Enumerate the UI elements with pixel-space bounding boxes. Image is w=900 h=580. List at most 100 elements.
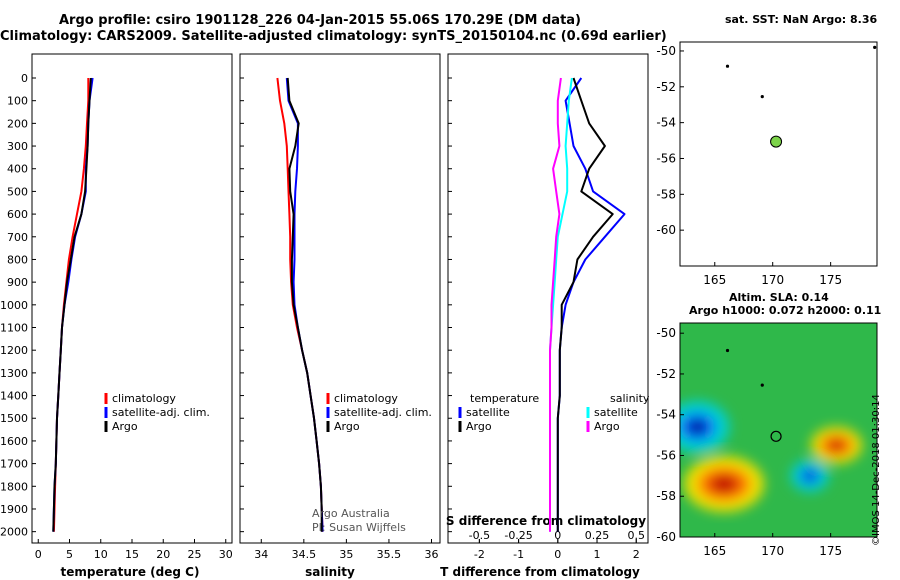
depth-tick-label: 1700 bbox=[0, 458, 28, 471]
legend-temperature-label: satellite-adj. clim. bbox=[112, 406, 210, 419]
series-line-climatology bbox=[276, 77, 324, 532]
sla-map-xtick-label: 170 bbox=[761, 544, 784, 558]
depth-tick-label: 200 bbox=[7, 117, 28, 130]
sst-map-xtick-label: 170 bbox=[761, 273, 784, 287]
depth-tick-label: 100 bbox=[7, 95, 28, 108]
depth-tick-label: 1000 bbox=[0, 299, 28, 312]
sla-positive-anomaly-core bbox=[710, 475, 739, 494]
legend-salinity-label: satellite-adj. clim. bbox=[334, 406, 432, 419]
legend-salinity-label: Argo bbox=[334, 420, 360, 433]
sla-map-ytick-label: -56 bbox=[656, 448, 676, 462]
depth-tick-label: 1600 bbox=[0, 435, 28, 448]
sla-map-frame bbox=[679, 322, 878, 538]
series-line-climatology bbox=[52, 78, 90, 532]
depth-tick-label: 800 bbox=[7, 253, 28, 266]
temperature-axis-tick-label: 15 bbox=[125, 548, 139, 561]
s-diff-axis-tick-label: 0 bbox=[554, 529, 561, 542]
sla-map-xtick-label: 175 bbox=[819, 544, 842, 558]
sla-map-title: Altim. SLA: 0.14 bbox=[729, 291, 829, 304]
depth-tick-label: 2000 bbox=[0, 526, 28, 539]
s-diff-axis-tick-label: 0.25 bbox=[585, 529, 610, 542]
depth-tick-label: 400 bbox=[7, 163, 28, 176]
sst-map-ytick-label: -52 bbox=[656, 80, 676, 94]
legend-diff-salinity-label: satellite bbox=[594, 406, 638, 419]
sst-map-ytick-label: -50 bbox=[656, 44, 676, 58]
sst-map-frame bbox=[679, 41, 878, 267]
legend-diff-temperature-label: satellite bbox=[466, 406, 510, 419]
legend-temperature-label: Argo bbox=[112, 420, 138, 433]
sla-map-ytick-label: -58 bbox=[656, 489, 676, 503]
s-diff-axis-tick-label: -0.5 bbox=[469, 529, 490, 542]
sst-map-ytick-label: -56 bbox=[656, 151, 676, 165]
t-diff-axis-tick-label: 1 bbox=[594, 548, 601, 561]
sla-map-ytick-label: -54 bbox=[656, 408, 676, 422]
temperature-axis-title: temperature (deg C) bbox=[61, 565, 200, 579]
salinity-axis-tick-label: 36 bbox=[424, 548, 438, 561]
series-line-argo bbox=[286, 77, 323, 532]
depth-tick-label: 1400 bbox=[0, 390, 28, 403]
legend-salinity-label: climatology bbox=[334, 392, 398, 405]
depth-tick-label: 1300 bbox=[0, 367, 28, 380]
t-diff-axis-tick-label: 0 bbox=[554, 548, 561, 561]
depth-tick-label: 900 bbox=[7, 276, 28, 289]
series-line-temperature-argo bbox=[556, 77, 614, 532]
t-diff-axis-tick-label: 2 bbox=[633, 548, 640, 561]
sla-negative-anomaly-core bbox=[688, 419, 707, 434]
sla-map-previous-position bbox=[725, 348, 730, 353]
depth-tick-label: 1500 bbox=[0, 412, 28, 425]
depth-tick-label: 700 bbox=[7, 231, 28, 244]
sst-map-previous-position bbox=[873, 45, 877, 49]
imos-timestamp: ©IMOS 14-Dec-2018 01:30:14 bbox=[871, 394, 882, 546]
sla-map-xtick-label: 165 bbox=[703, 544, 726, 558]
legend-diff-salinity-heading: salinity bbox=[610, 392, 650, 405]
temperature-axis-tick-label: 30 bbox=[219, 548, 233, 561]
sla-negative-anomaly-core bbox=[805, 472, 815, 480]
sla-map-previous-position bbox=[760, 383, 764, 387]
sst-map-ytick-label: -54 bbox=[656, 116, 676, 130]
depth-tick-label: 600 bbox=[7, 208, 28, 221]
series-line-salinity-argo bbox=[549, 77, 562, 532]
credit-pi: PI: Susan Wijffels bbox=[312, 521, 406, 534]
salinity-axis-title: salinity bbox=[305, 565, 355, 579]
temperature-axis-tick-label: 20 bbox=[156, 548, 170, 561]
temperature-axis-tick-label: 5 bbox=[66, 548, 73, 561]
depth-tick-label: 0 bbox=[21, 72, 28, 85]
temperature-axis-tick-label: 25 bbox=[188, 548, 202, 561]
sst-map-xtick-label: 175 bbox=[819, 273, 842, 287]
s-diff-axis-title: S difference from climatology bbox=[446, 514, 646, 528]
profile-panel-3-frame bbox=[447, 53, 649, 544]
temperature-axis-tick-label: 0 bbox=[35, 548, 42, 561]
depth-tick-label: 500 bbox=[7, 185, 28, 198]
t-diff-axis-tick-label: -1 bbox=[513, 548, 524, 561]
depth-tick-label: 300 bbox=[7, 140, 28, 153]
s-diff-axis-tick-label: 0.5 bbox=[627, 529, 645, 542]
sst-map-ytick-label: -58 bbox=[656, 187, 676, 201]
sla-map-subtitle: Argo h1000: 0.072 h2000: 0.11 bbox=[689, 304, 882, 317]
series-line-argo bbox=[52, 77, 92, 532]
s-diff-axis-tick-label: -0.25 bbox=[504, 529, 532, 542]
legend-diff-temperature-label: Argo bbox=[466, 420, 492, 433]
salinity-axis-tick-label: 34.5 bbox=[292, 548, 317, 561]
sst-map-title: sat. SST: NaN Argo: 8.36 bbox=[725, 13, 878, 26]
figure-title-line1: Argo profile: csiro 1901128_226 04-Jan-2… bbox=[59, 13, 581, 28]
sla-heatmap-field bbox=[680, 323, 877, 537]
salinity-axis-tick-label: 35 bbox=[339, 548, 353, 561]
profile-panel-1-frame bbox=[31, 53, 233, 544]
depth-tick-label: 1800 bbox=[0, 480, 28, 493]
sla-map-ytick-label: -50 bbox=[656, 326, 676, 340]
credit-argo-australia: Argo Australia bbox=[312, 507, 390, 520]
figure-title-line2: Climatology: CARS2009. Satellite-adjuste… bbox=[0, 29, 667, 44]
legend-diff-salinity-label: Argo bbox=[594, 420, 620, 433]
legend-temperature-label: climatology bbox=[112, 392, 176, 405]
temperature-axis-tick-label: 10 bbox=[94, 548, 108, 561]
salinity-axis-tick-label: 34 bbox=[254, 548, 268, 561]
profile-panel-2-frame bbox=[239, 53, 441, 544]
t-diff-axis-title: T difference from climatology bbox=[440, 565, 640, 579]
sst-map-xtick-label: 165 bbox=[703, 273, 726, 287]
sst-map-previous-position bbox=[760, 95, 764, 99]
sla-heatmap-blur bbox=[680, 400, 863, 513]
sla-map-ytick-label: -60 bbox=[656, 530, 676, 544]
t-diff-axis-tick-label: -2 bbox=[474, 548, 485, 561]
depth-tick-label: 1100 bbox=[0, 322, 28, 335]
